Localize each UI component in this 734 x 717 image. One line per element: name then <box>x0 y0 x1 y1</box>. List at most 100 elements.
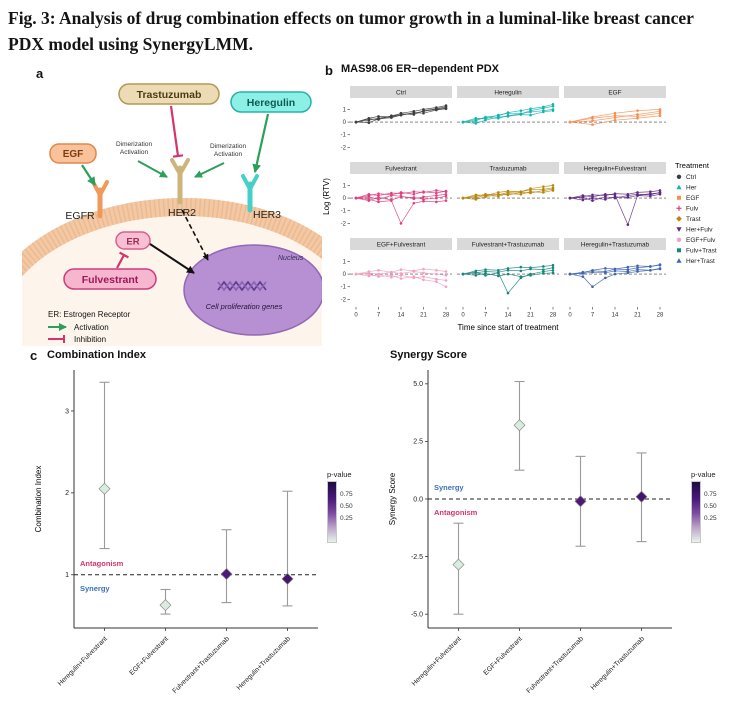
her2-label: HER2 <box>168 207 196 219</box>
cell-membrane <box>7 198 336 279</box>
heregulin-activation-arrow <box>252 113 270 174</box>
her2-genes-dashed-arrow <box>181 209 209 261</box>
nucleus-label: Nucleus <box>278 255 304 262</box>
svg-text:28: 28 <box>443 313 450 319</box>
svg-text:0: 0 <box>568 313 572 319</box>
dimerization-left-arrow <box>137 160 168 178</box>
facet-Heregulin: Heregulin <box>457 86 559 155</box>
category-label: EGF+Fulvestrant <box>483 635 524 676</box>
facet-Fulvestrant+Trastuzumab: Fulvestrant+Trastuzumab 0 7 14 21 28 <box>457 238 559 319</box>
pvalue-legend-ss: p-value 0.75 0.50 0.25 <box>691 470 734 543</box>
egf-ligand: EGF <box>49 143 97 164</box>
category-label: Heregulin+Fulvestrant <box>411 635 463 687</box>
panel-b-xlabel: Time since start of treatment <box>457 323 559 332</box>
svg-text:28: 28 <box>550 313 557 319</box>
panel-b-title: MAS98.06 ER−dependent PDX <box>341 63 500 75</box>
svg-text:Her: Her <box>686 185 697 192</box>
activation-left-label: Activation <box>120 149 149 156</box>
egfr-label: EGFR <box>65 210 95 222</box>
her3-receptor-icon <box>241 174 259 213</box>
panel-c-label: c <box>30 348 38 363</box>
figure-caption: Fig. 3: Analysis of drug combination eff… <box>8 8 694 55</box>
dna-strand2-icon <box>217 280 267 292</box>
synergy-score-chart: -5.0 -2.5 0.0 2.5 5.0 Synergy Antagonism Heregu… <box>384 356 684 713</box>
activation-right-label: Activation <box>214 151 243 158</box>
svg-text:7: 7 <box>591 313 595 319</box>
panel-b-chart: Ctrl -2 -1 0 1 Heregulin EGF Fulvestrant -2 -1 0 1 T… <box>320 78 732 345</box>
svg-text:-2: -2 <box>341 221 347 227</box>
facet-Heregulin+Fulvestrant: Heregulin+Fulvestrant <box>564 162 666 231</box>
pvalue-tick: 0.75 <box>704 491 717 498</box>
inhibition-tbar-icon <box>48 335 65 343</box>
pvalue-legend-title: p-value <box>691 470 716 479</box>
svg-text:Her+Trast: Her+Trast <box>686 258 715 265</box>
pvalue-tick-labels: 0.75 0.50 0.25 <box>701 481 717 522</box>
panel-a-label: a <box>36 66 44 81</box>
svg-text:EGF: EGF <box>608 90 621 97</box>
svg-text:-2.5: -2.5 <box>411 554 423 561</box>
svg-text:0.0: 0.0 <box>413 496 423 503</box>
svg-text:Fulvestrant+Trastuzumab: Fulvestrant+Trastuzumab <box>472 242 545 249</box>
synergy-score-plot: -5.0 -2.5 0.0 2.5 5.0 Synergy Antagonism Heregu… <box>388 370 672 695</box>
svg-text:1: 1 <box>65 572 69 579</box>
estimate-diamond <box>513 419 526 432</box>
svg-text:7: 7 <box>484 313 488 319</box>
svg-text:21: 21 <box>634 313 641 319</box>
pvalue-tick: 0.75 <box>340 491 353 498</box>
er-legend-label: ER: Estrogen Receptor <box>48 310 131 319</box>
pvalue-gradient-bar <box>327 481 337 543</box>
svg-text:1: 1 <box>343 183 347 189</box>
pvalue-legend-title: p-value <box>327 470 352 479</box>
svg-text:-1: -1 <box>341 209 347 215</box>
dimerization-left-label: Dimerization <box>116 141 153 148</box>
svg-text:Fulvestrant: Fulvestrant <box>385 166 417 173</box>
svg-text:14: 14 <box>505 313 512 319</box>
facet-Fulvestrant: Fulvestrant -2 -1 0 1 <box>341 162 452 231</box>
svg-text:Ctrl: Ctrl <box>686 174 697 181</box>
estimate-diamond <box>98 482 111 495</box>
pvalue-tick: 0.50 <box>704 503 717 510</box>
svg-text:Her+Fulv: Her+Fulv <box>686 227 713 234</box>
estimate-diamond <box>635 490 648 503</box>
svg-text:14: 14 <box>612 313 619 319</box>
category-label: Heregulin+Trastuzumab <box>236 635 292 691</box>
combination-index-title: Combination Index <box>47 349 146 361</box>
svg-text:-2: -2 <box>341 145 347 151</box>
estimate-diamond <box>220 567 233 580</box>
dimerization-right-label: Dimerization <box>210 143 247 150</box>
estimate-diamond <box>159 599 172 612</box>
trastuzumab-inhibition-tbar <box>169 105 184 158</box>
estimate-diamond <box>281 572 294 585</box>
svg-text:Fulv: Fulv <box>686 206 699 213</box>
svg-text:0: 0 <box>354 313 358 319</box>
treatment-legend: Treatment Ctrl Her EGF Fulv Trast Her+Fulv EGF+… <box>675 161 717 265</box>
trastuzumab-drug: Trastuzumab <box>118 83 220 105</box>
her3-label: HER3 <box>253 209 281 221</box>
panel-b-ylabel: Log (RTV) <box>322 178 331 215</box>
svg-text:-1: -1 <box>341 133 347 139</box>
svg-text:1: 1 <box>343 259 347 265</box>
svg-text:Fulv+Trast: Fulv+Trast <box>686 248 717 255</box>
svg-text:Ctrl: Ctrl <box>396 90 406 97</box>
fulvestrant-label: Fulvestrant <box>82 274 139 286</box>
synergy-score-title: Synergy Score <box>390 349 468 361</box>
svg-text:3: 3 <box>65 408 69 415</box>
activation-legend-label: Activation <box>74 323 109 332</box>
svg-text:EGF+Fulvestrant: EGF+Fulvestrant <box>377 242 426 249</box>
er-protein: ER <box>115 231 151 250</box>
svg-text:-2: -2 <box>341 297 347 303</box>
er-label: ER <box>126 237 139 248</box>
category-label: Fulvestrant+Trastuzumab <box>172 635 232 695</box>
panel-b-label: b <box>325 63 333 78</box>
pvalue-tick-labels: 0.75 0.50 0.25 <box>337 481 353 522</box>
pvalue-tick: 0.25 <box>704 515 717 522</box>
svg-text:Heregulin: Heregulin <box>494 90 522 97</box>
svg-text:0: 0 <box>343 196 347 202</box>
svg-text:0: 0 <box>343 272 347 278</box>
svg-text:5.0: 5.0 <box>413 381 423 388</box>
svg-text:Synergy: Synergy <box>80 584 110 593</box>
svg-text:28: 28 <box>657 313 664 319</box>
svg-text:21: 21 <box>527 313 534 319</box>
svg-text:7: 7 <box>377 313 381 319</box>
svg-text:2: 2 <box>65 490 69 497</box>
